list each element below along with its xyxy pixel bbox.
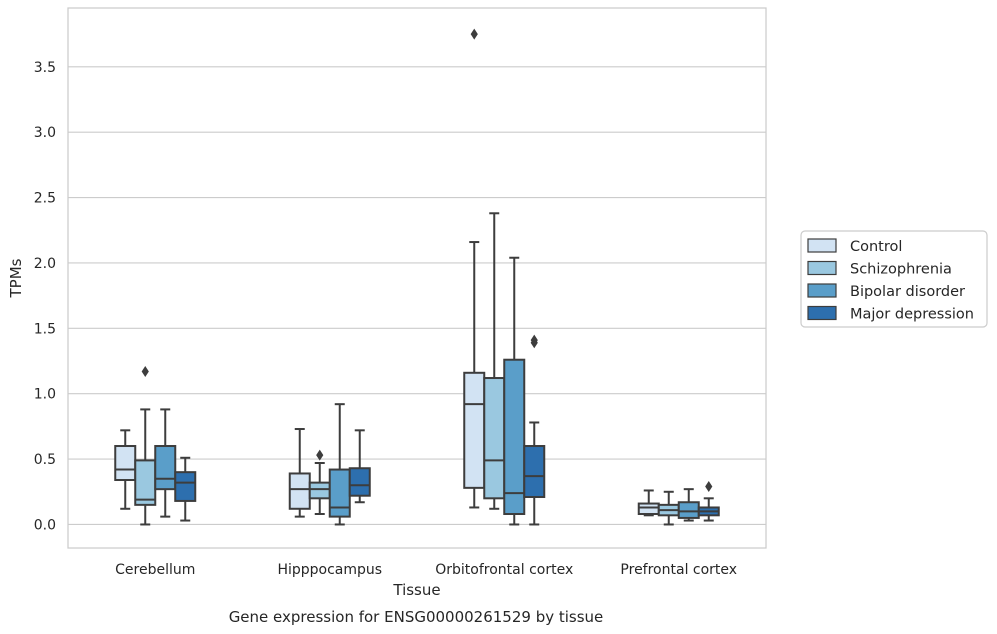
box-iqr [463, 371, 486, 489]
legend-swatch [807, 238, 837, 253]
box-iqr [308, 481, 331, 500]
box [503, 256, 526, 526]
series-control [114, 28, 660, 518]
y-tick-label: 1.0 [34, 387, 56, 403]
outlier-point [530, 334, 538, 346]
chart-caption: Gene expression for ENSG00000261529 by t… [229, 608, 604, 626]
series-bipolar-disorder [154, 256, 700, 526]
box-iqr [114, 445, 137, 482]
outlier-point [141, 365, 149, 377]
plot-frame [67, 7, 767, 549]
box [328, 403, 351, 526]
box [114, 429, 137, 510]
box [174, 456, 197, 522]
y-tick-label: 1.5 [34, 321, 56, 337]
box-iqr [677, 501, 700, 519]
box-iqr [483, 377, 506, 500]
box [288, 428, 311, 518]
x-tick-label: Prefrontal cortex [620, 562, 737, 578]
box [348, 429, 371, 504]
outlier-point [316, 449, 324, 461]
y-axis-label: TPMs [7, 258, 25, 298]
y-tick-label: 2.5 [34, 191, 56, 207]
legend-label: Major depression [850, 307, 974, 323]
box-iqr [523, 445, 546, 499]
box [483, 212, 506, 510]
box-iqr [134, 459, 157, 506]
x-tick-label: Cerebellum [115, 562, 195, 578]
series-schizophrenia [134, 212, 680, 526]
legend-swatch [807, 260, 837, 276]
box-iqr [288, 472, 311, 510]
box-iqr [637, 502, 660, 516]
box-iqr [328, 468, 351, 518]
y-tick-label: 3.0 [34, 125, 56, 141]
box [637, 489, 660, 517]
box [677, 488, 700, 522]
box-iqr [503, 358, 526, 516]
outlier-point [470, 28, 478, 40]
box [697, 481, 720, 522]
box [463, 28, 486, 509]
legend-label: Bipolar disorder [850, 284, 965, 300]
box [134, 365, 157, 526]
x-tick-labels: Cerebellum Hipppocampus Orbitofrontal cort… [115, 562, 737, 578]
x-tick-label: Orbitofrontal cortex [435, 562, 573, 578]
box [523, 334, 546, 526]
legend-swatch [807, 283, 837, 298]
y-tick-label: 2.0 [34, 256, 56, 272]
box [657, 490, 680, 526]
legend-label: Control [850, 239, 902, 255]
legend-frame [800, 230, 988, 328]
legend: Control Schizophrenia Bipolar disorder Majo… [800, 230, 988, 328]
x-axis-label: Tissue [392, 581, 440, 599]
box-iqr [348, 467, 371, 497]
x-tick-label: Hipppocampus [277, 562, 382, 578]
legend-swatch [807, 305, 837, 321]
box-plot-series [114, 28, 720, 526]
series-major-depression [174, 334, 720, 526]
legend-label: Schizophrenia [850, 262, 952, 278]
box [154, 408, 177, 518]
y-tick-label: 0.5 [34, 452, 56, 468]
box-iqr [154, 445, 177, 491]
y-tick-label: 0.0 [34, 517, 56, 533]
box-iqr [174, 471, 197, 502]
y-tick-label: 3.5 [34, 60, 56, 76]
outlier-point [705, 481, 713, 493]
y-tick-labels: 0.0 0.5 1.0 1.5 2.0 2.5 3.0 3.5 [34, 60, 56, 534]
